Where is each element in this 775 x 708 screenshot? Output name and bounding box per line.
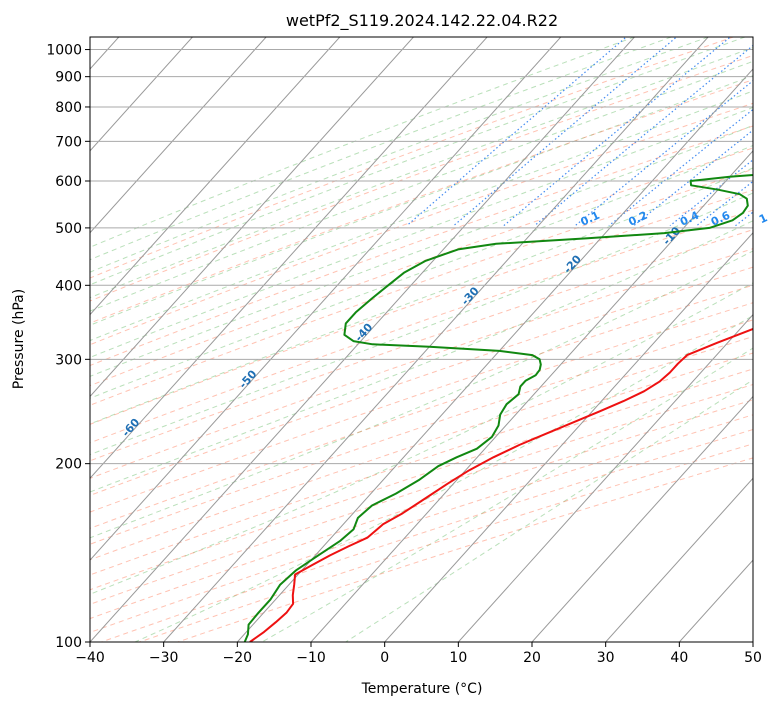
mixing-ratio-line [764,25,775,226]
dry-adiabat [90,248,753,479]
dry-adiabat [90,102,753,346]
y-tick-label: 100 [55,635,82,651]
isotherm-line [678,559,753,642]
isotherm-line [383,231,753,642]
moist-adiabat [90,106,753,358]
sounding-series [243,173,753,642]
moist-adiabat [90,37,709,273]
isotherm-line [90,37,341,316]
mixing-ratio-line [534,44,753,227]
x-tick-label: 20 [523,650,541,666]
isotherm-line [90,37,194,152]
moist-adiabat [90,75,753,326]
isotherm-line [457,313,753,642]
dry-adiabat [90,189,753,425]
dry-adiabat [90,414,753,633]
x-axis-ticks: −40 −30 −20 −10 0 10 20 30 40 50 [75,642,762,666]
moist-adiabat [90,192,753,456]
moist-adiabat [90,37,746,286]
x-tick-label: −40 [75,650,105,666]
mixing-ratio-line [406,37,628,227]
plot-frame [89,36,754,643]
chart-title: wetPf2_S119.2024.142.22.04.R22 [286,11,558,31]
mixing-ratio-label: 0.1 [579,209,602,229]
dry-adiabat [90,336,753,561]
x-tick-label: −10 [296,650,326,666]
y-axis-ticks: 100 200 300 400 500 600 700 800 900 1000 [46,43,90,651]
y-tick-label: 1000 [46,43,82,59]
x-tick-label: −30 [149,650,179,666]
mixing-ratio-label: 0.6 [709,209,732,229]
temperature-line [249,327,753,642]
background-grid [0,25,775,655]
isotherm-line [90,37,488,480]
isotherm-label: 0 [765,198,775,213]
isotherm-line [90,37,415,398]
isotherm-line [90,37,562,561]
moist-adiabat [90,60,753,312]
moist-adiabat [90,90,753,342]
y-axis-label: Pressure (hPa) [11,289,27,389]
moist-adiabat [345,379,753,642]
dry-adiabat [90,229,753,462]
dry-adiabat [90,284,753,513]
isotherm-line [162,37,709,642]
isotherm-line [90,37,267,234]
y-tick-label: 200 [55,457,82,473]
dewpoint-line [243,173,753,642]
y-tick-label: 700 [55,134,82,150]
x-tick-label: 30 [597,650,615,666]
dry-adiabat [90,125,753,367]
isotherm-line [604,477,753,642]
mixing-ratio-line [608,108,753,227]
moist-adiabat [90,37,672,261]
moist-adiabat [90,220,753,493]
mixing-ratio-line [696,180,753,227]
mixing-ratio-label: 1 [757,211,769,226]
mixing-ratio-line [633,129,753,227]
dry-adiabat [90,37,735,279]
isotherm-line [531,395,753,642]
moist-adiabat [90,282,753,595]
y-tick-label: 400 [55,278,82,294]
mixing-ratio-line [453,37,678,227]
isotherm-line [0,25,56,655]
dry-adiabat [90,168,753,406]
dry-adiabat [138,443,753,642]
y-tick-label: 600 [55,174,82,190]
moist-adiabat [90,250,753,539]
y-tick-label: 800 [55,100,82,116]
moist-adiabat [134,314,753,642]
x-tick-label: 50 [744,650,762,666]
y-tick-label: 900 [55,70,82,86]
dry-adiabat [176,457,753,642]
x-tick-label: 40 [670,650,688,666]
moist-adiabat [90,47,753,299]
mixing-ratio-label: 0.2 [626,209,649,229]
x-tick-label: 10 [449,650,467,666]
x-axis-label: Temperature (°C) [361,681,483,697]
isotherm-label: -70 [4,463,27,487]
y-tick-label: 500 [55,221,82,237]
isotherm-label: -50 [237,367,260,391]
mixing-ratio-line [503,37,732,227]
mixing-ratio-line [574,79,753,227]
dry-adiabat [90,352,753,576]
moist-adiabat [90,144,753,399]
isotherm-line [752,641,753,642]
x-tick-label: −20 [223,650,253,666]
isotherm-line [236,68,753,642]
isotherm-line [90,37,636,642]
y-tick-label: 300 [55,352,82,368]
x-tick-label: 0 [380,650,389,666]
isotherm-line [310,150,753,642]
moist-adiabat [90,167,753,425]
moist-adiabat [90,124,753,377]
